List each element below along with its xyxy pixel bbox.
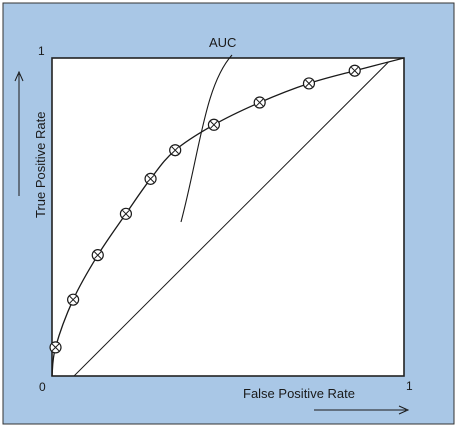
y-axis-arrowhead [14, 70, 24, 82]
roc-marker [348, 64, 361, 77]
y-max-tick: 1 [38, 44, 45, 58]
x-axis-arrowhead [398, 405, 410, 415]
roc-marker [302, 77, 316, 90]
roc-marker [49, 341, 62, 354]
roc-marker [91, 249, 104, 262]
auc-pointer-line [180, 54, 233, 223]
plot-frame [51, 57, 405, 377]
x-axis-label: False Positive Rate [243, 386, 355, 401]
plot-area [52, 58, 404, 376]
x-max-tick: 1 [406, 379, 413, 393]
roc-marker [169, 144, 182, 157]
roc-marker [67, 293, 80, 306]
roc-marker [144, 172, 157, 185]
roc-marker [119, 207, 133, 220]
origin-label: 0 [39, 380, 46, 394]
roc-marker [253, 96, 266, 109]
y-axis-label: True Positive Rate [33, 112, 48, 218]
hatch-line [73, 61, 389, 377]
roc-markers [49, 64, 361, 354]
auc-hatching [73, 61, 389, 377]
roc-marker [207, 118, 221, 131]
auc-label: AUC [209, 35, 236, 50]
